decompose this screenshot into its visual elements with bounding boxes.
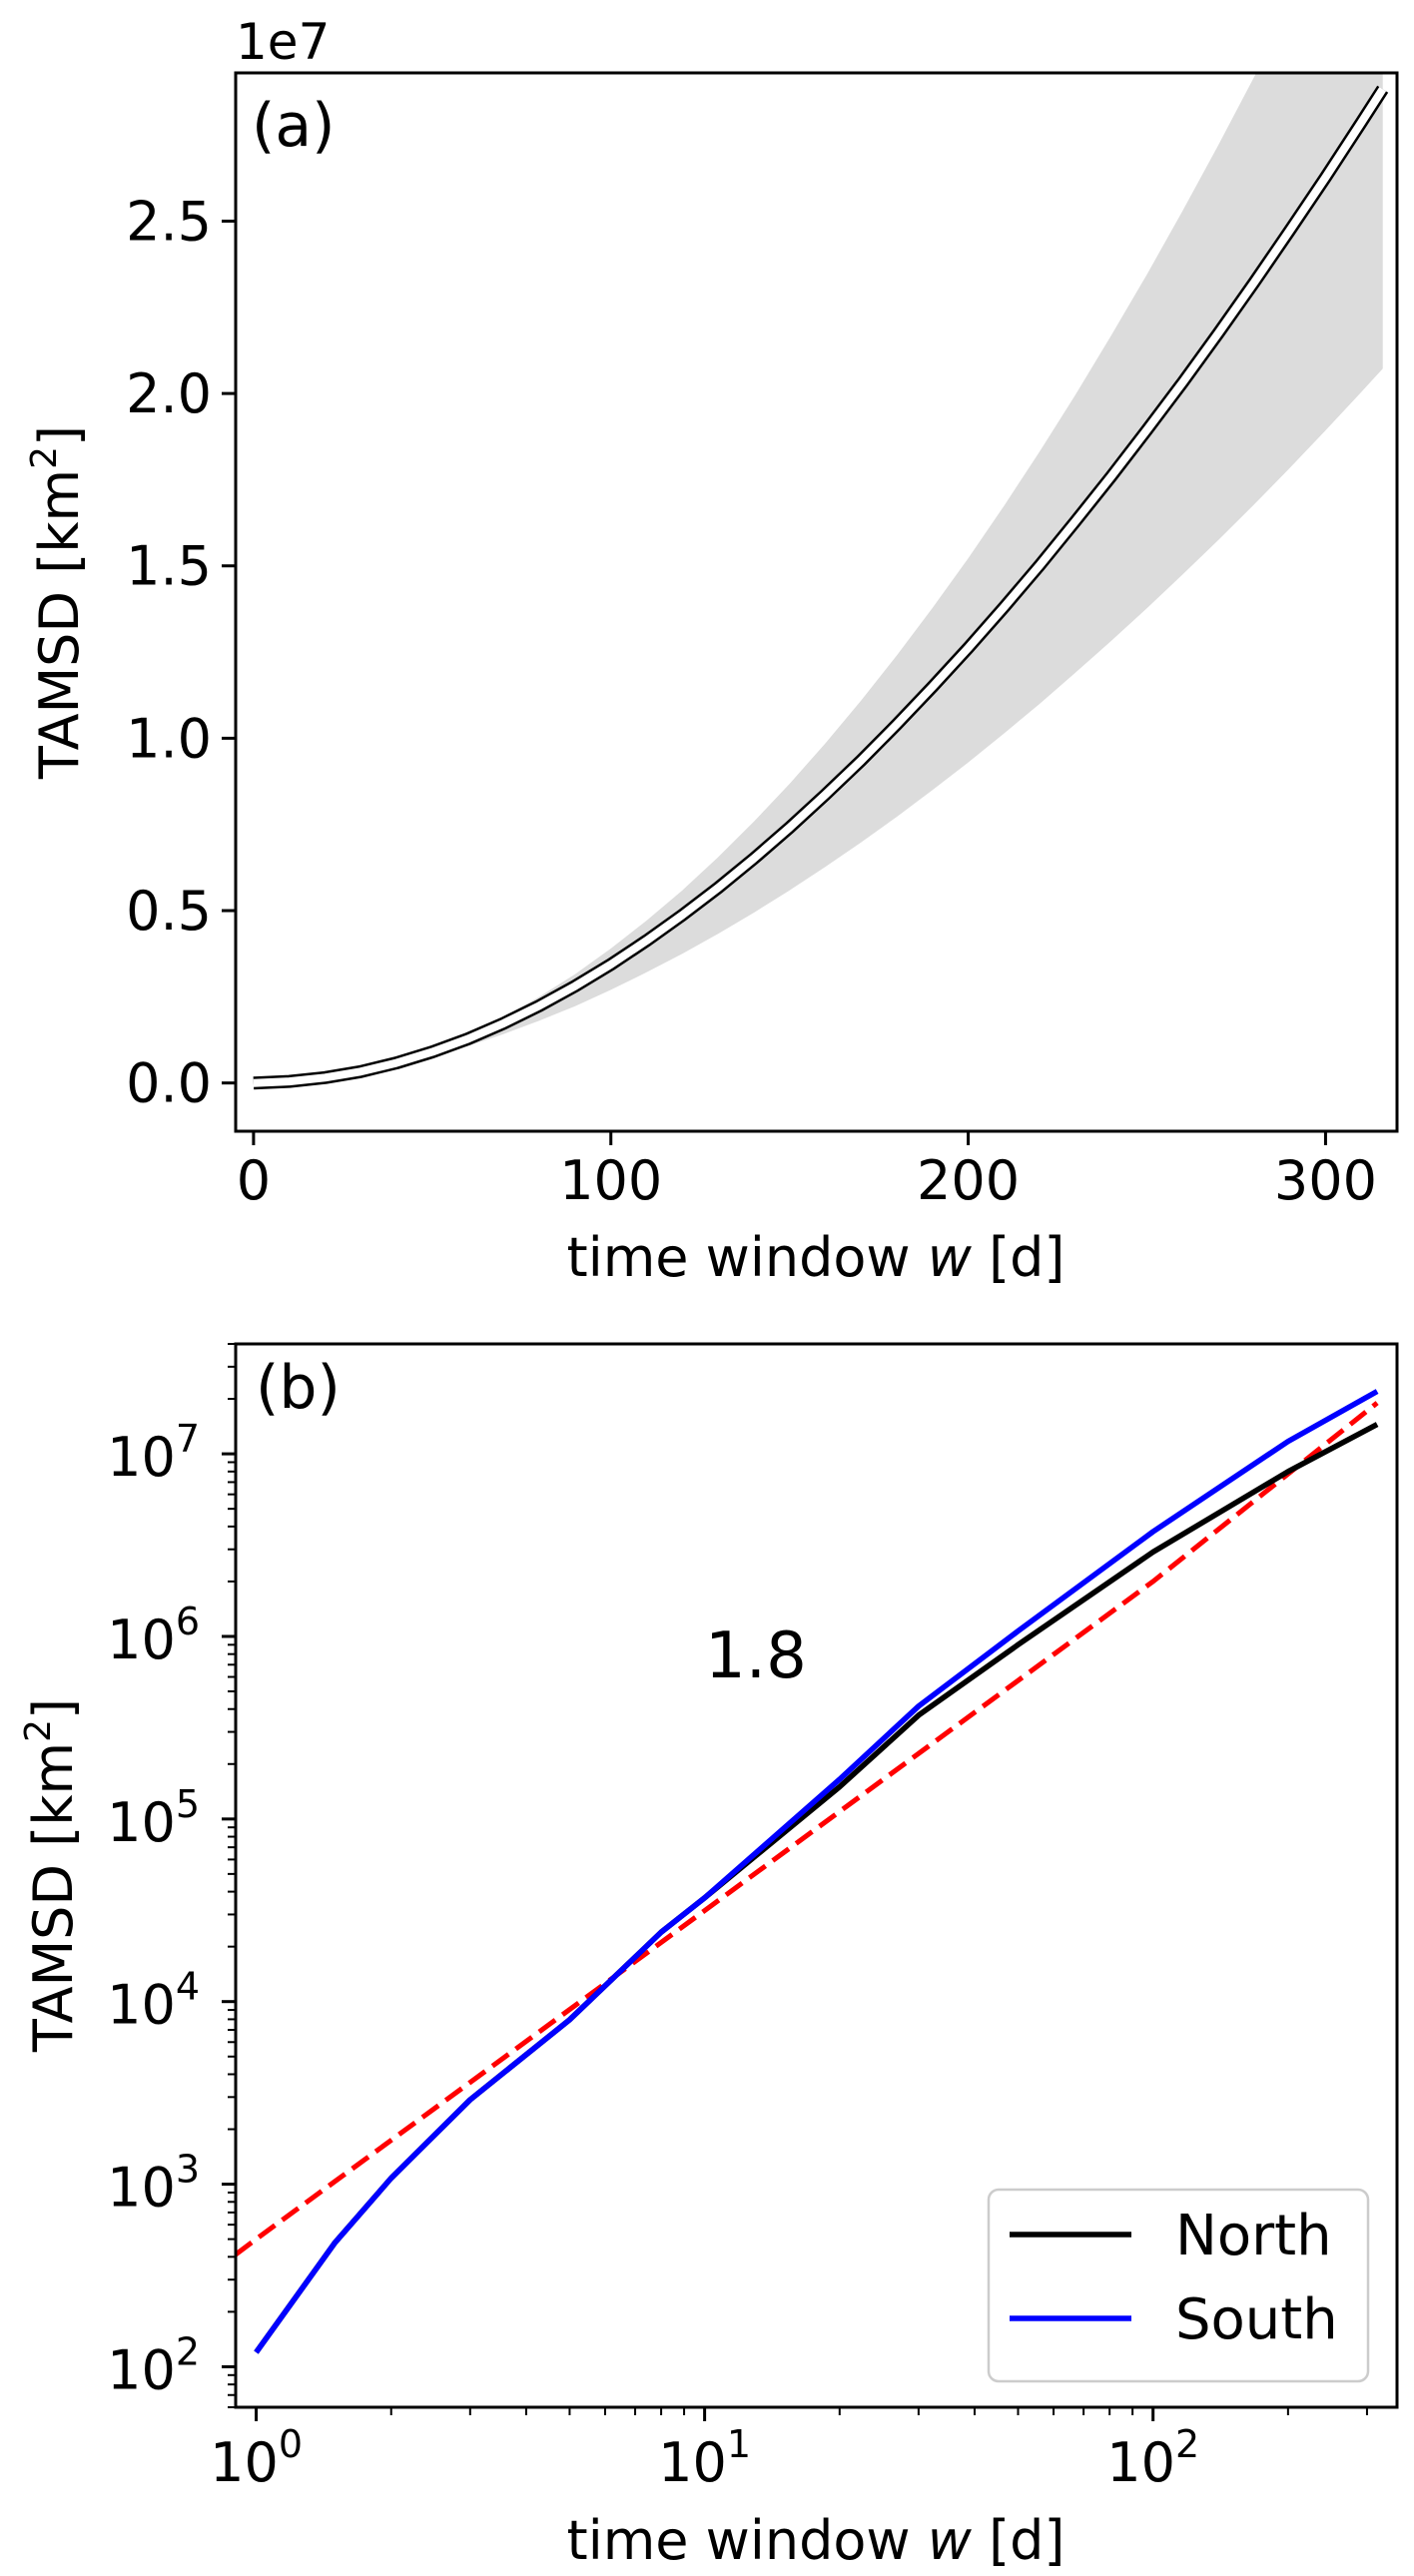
panel-a-axes-frame [234,71,1399,1133]
panel-a-spread-band [253,73,1383,1083]
panel-b-x-axis: 100 101 102 [210,2407,1368,2494]
panel-a-x-tick-label: 0 [237,1149,271,1212]
panel-a-y-tick-label: 2.0 [126,362,212,425]
panel-b-y-tick-label: 103 [107,2148,200,2220]
panel-a-y-tick-label: 2.5 [126,190,212,253]
panel-a-y-axis-label: TAMSD [km2] [24,425,91,780]
panel-a-x-axis: 0 100 200 300 [237,1131,1377,1212]
panel-b-y-tick-label: 106 [107,1600,200,1671]
panel-b-axes-frame [234,1342,1399,2409]
legend-south-label: South [1175,2287,1338,2352]
panel-a-y-axis: 0.0 0.5 1.0 1.5 2.0 2.5 [126,190,236,1115]
panel-b-y-axis-label: TAMSD [km2] [18,1698,85,2053]
panel-b-y-axis: 102 103 104 105 106 107 [107,1343,236,2408]
panel-b-fit-line-dashed [236,1401,1379,2256]
panel-a-y-tick-label: 0.0 [126,1052,212,1115]
panel-a-x-tick-label: 300 [1274,1149,1377,1212]
panel-a-x-axis-label: time window w [d] [567,1226,1065,1289]
panel-b-slope-annotation: 1.8 [705,1619,807,1693]
panel-a-x-tick-label: 200 [917,1149,1020,1212]
panel-b-x-axis-label: time window w [d] [567,2509,1065,2572]
legend-box [987,2188,1370,2383]
panel-a-linear-tamsd: 0 100 200 300 0.0 0.5 1.0 1.5 2.0 2.5 1e7 (a) ti… [24,13,1399,1289]
panel-a-mean-line [253,87,1387,1087]
panel-b-tag: (b) [256,1353,341,1423]
panel-a-x-tick-label: 100 [559,1149,662,1212]
panel-a-y-tick-label: 1.5 [126,535,212,598]
panel-b-x-tick-label: 101 [658,2422,751,2494]
panel-b-x-tick-label: 100 [210,2422,303,2494]
panel-b-loglog-tamsd: 100 101 102 102 103 104 105 106 107 (b) 1.8 Nor… [18,1342,1399,2572]
panel-b-y-tick-label: 104 [107,1965,200,2037]
panel-a-tag: (a) [252,91,336,161]
panel-b-y-tick-label: 107 [107,1417,200,1489]
panel-a-y-tick-label: 1.0 [126,707,212,770]
panel-a-y-tick-label: 0.5 [126,880,212,943]
panel-b-legend: North South [987,2188,1370,2383]
panel-b-y-tick-label: 105 [107,1782,200,1854]
panel-b-y-tick-label: 102 [107,2329,200,2401]
panel-b-series-south [254,1389,1379,2354]
panel-b-x-tick-label: 102 [1106,2422,1199,2494]
panel-a-offset-label: 1e7 [236,13,330,71]
legend-north-label: North [1175,2204,1332,2268]
